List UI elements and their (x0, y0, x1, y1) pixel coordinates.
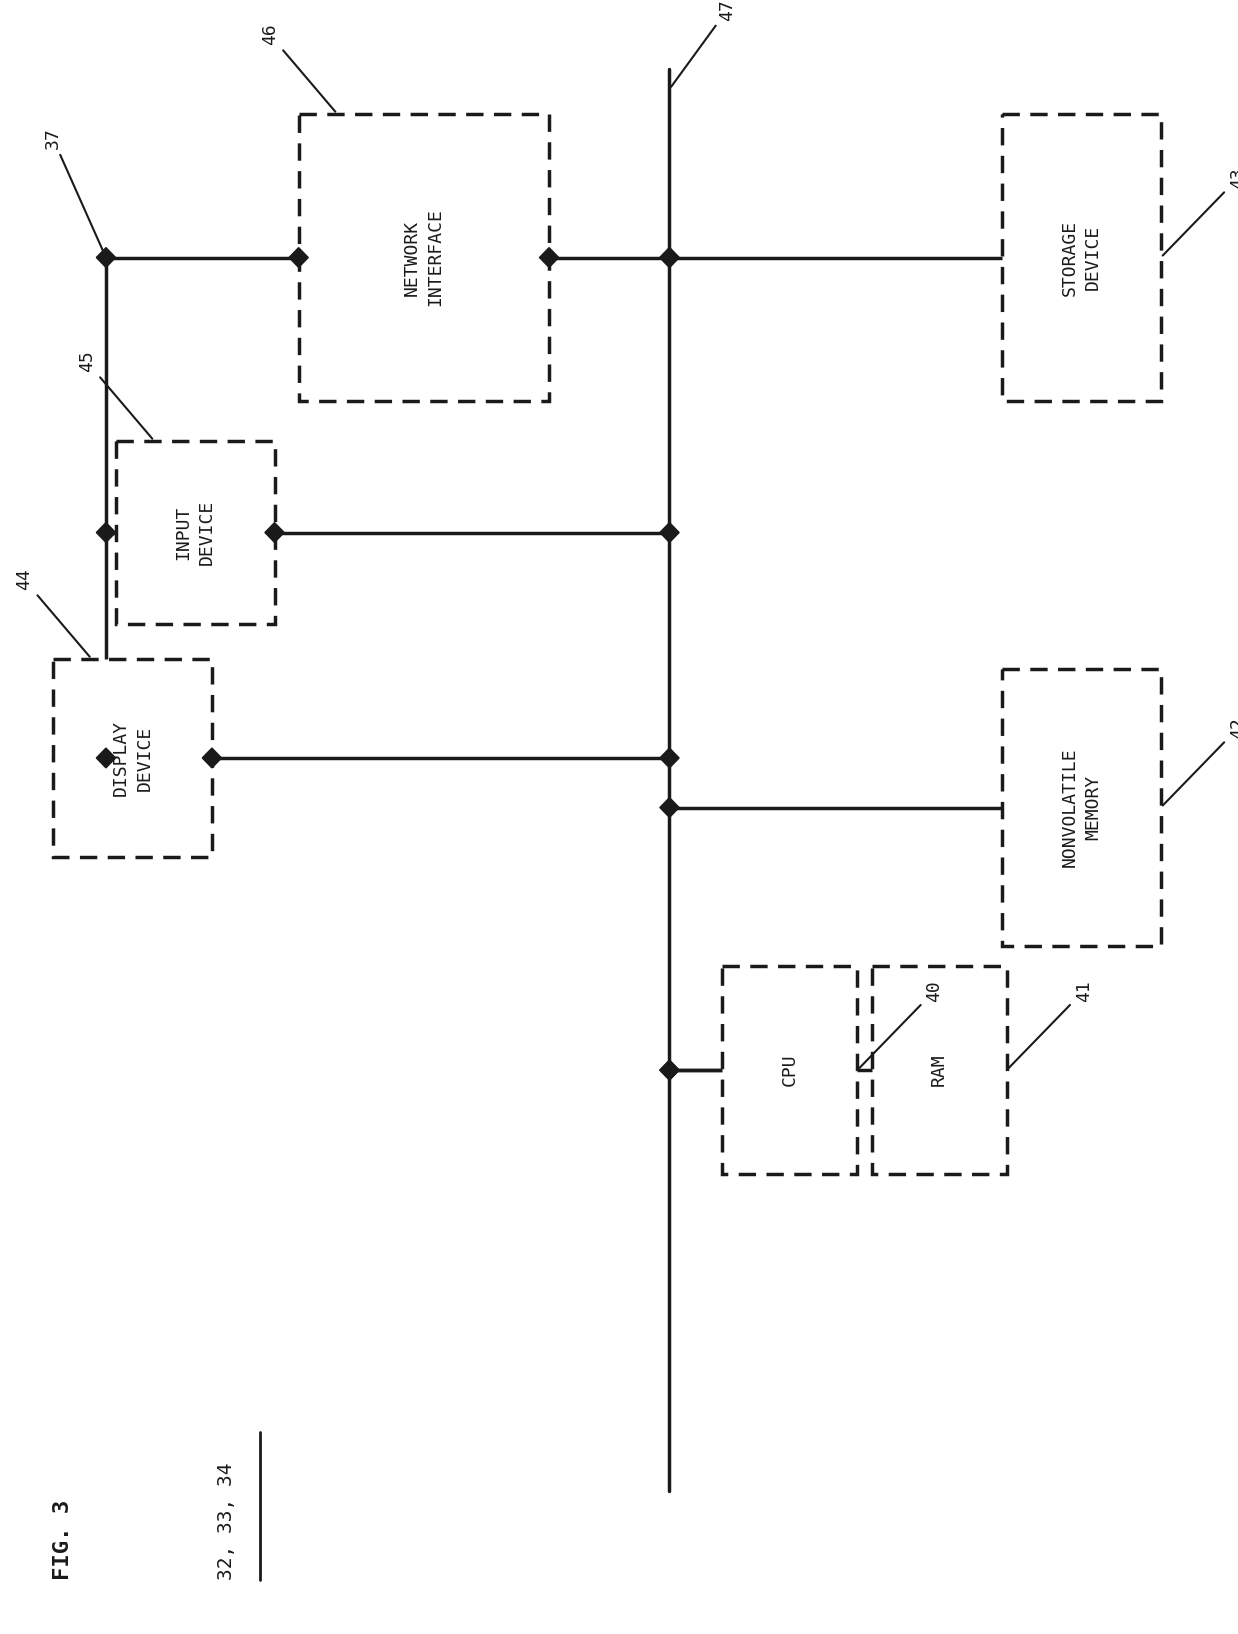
Text: STORAGE
DEVICE: STORAGE DEVICE (1061, 219, 1102, 296)
Text: RAM: RAM (930, 1054, 948, 1087)
Text: 47: 47 (671, 0, 737, 87)
Text: 46: 46 (261, 23, 335, 111)
Polygon shape (660, 748, 680, 768)
Polygon shape (660, 1060, 680, 1080)
Bar (723, 966, 858, 1175)
Text: 45: 45 (78, 351, 152, 440)
Bar (1002, 668, 1161, 946)
Polygon shape (660, 797, 680, 817)
Text: 43: 43 (1162, 167, 1238, 255)
Text: 37: 37 (45, 127, 105, 255)
Text: FIG. 3: FIG. 3 (53, 1500, 73, 1580)
Bar (115, 441, 275, 624)
Bar (872, 966, 1006, 1175)
Text: NONVOLATILE
MEMORY: NONVOLATILE MEMORY (1061, 748, 1102, 868)
Polygon shape (202, 748, 222, 768)
Polygon shape (660, 248, 680, 268)
Polygon shape (660, 248, 680, 268)
Bar (53, 659, 212, 858)
Text: 40: 40 (859, 980, 943, 1069)
Bar (1002, 114, 1161, 402)
Text: NETWORK
INTERFACE: NETWORK INTERFACE (404, 209, 444, 307)
Text: DISPLAY
DEVICE: DISPLAY DEVICE (111, 721, 154, 796)
Polygon shape (97, 748, 115, 768)
Text: 42: 42 (1162, 717, 1238, 806)
Polygon shape (660, 1060, 680, 1080)
Polygon shape (660, 523, 680, 542)
Text: 41: 41 (1009, 980, 1093, 1069)
Bar (298, 114, 550, 402)
Text: INPUT
DEVICE: INPUT DEVICE (175, 500, 215, 565)
Polygon shape (265, 523, 285, 542)
Polygon shape (97, 523, 115, 542)
Text: 32, 33, 34: 32, 33, 34 (217, 1462, 236, 1580)
Text: 44: 44 (15, 569, 89, 657)
Polygon shape (288, 248, 308, 268)
Text: CPU: CPU (781, 1054, 799, 1087)
Polygon shape (540, 248, 558, 268)
Polygon shape (97, 248, 115, 268)
